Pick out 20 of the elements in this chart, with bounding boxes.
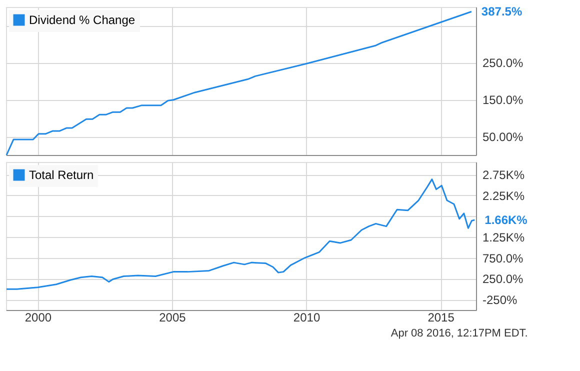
- y-tick-label: 250.0%: [482, 272, 524, 286]
- y-tick-label: 1.25K%: [482, 230, 525, 245]
- y-tick-label: 2.75K%: [482, 168, 525, 182]
- x-tick-label: 2000: [24, 310, 52, 324]
- y-tick-label: 50.00%: [482, 130, 524, 144]
- y-tick-label: 250.0%: [482, 56, 524, 70]
- x-tick-label: 2010: [293, 310, 320, 324]
- text: Apr 08 2016, 12:17PM EDT.: [390, 328, 528, 340]
- x-tick-label: 2015: [428, 310, 455, 324]
- data-label: 387.5%: [481, 4, 522, 19]
- legend-label: Dividend % Change: [29, 13, 136, 27]
- legend-label: Total Return: [29, 168, 94, 182]
- data-label: 1.66K%: [484, 212, 528, 227]
- y-tick-label: 750.0%: [482, 251, 524, 266]
- line-series: [6, 178, 476, 290]
- y-tick-label: -250%: [482, 293, 518, 308]
- y-tick-label: 150.0%: [482, 93, 524, 107]
- line-series: [6, 10, 472, 156]
- y-tick-label: 2.25K%: [482, 188, 525, 203]
- x-tick-label: 2005: [159, 310, 186, 324]
